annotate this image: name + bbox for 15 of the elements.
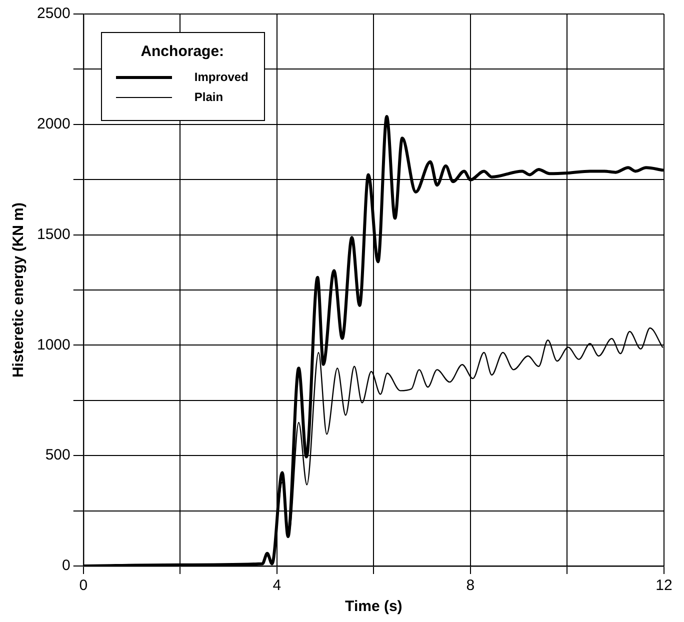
y-tick-label: 1500 (36, 226, 70, 243)
y-axis-title: Histeretic energy (KN m) (10, 202, 28, 378)
x-tick-label: 0 (79, 577, 88, 594)
y-tick-label: 500 (45, 446, 70, 464)
legend-title: Anchorage: (140, 43, 226, 60)
y-tick-label: 2500 (36, 5, 70, 22)
y-tick-label: 2000 (36, 116, 70, 133)
x-tick-label: 4 (272, 577, 282, 594)
legend-label: Improved (194, 70, 248, 84)
y-tick-label: 0 (62, 557, 70, 574)
legend-label: Plain (194, 90, 224, 104)
x-tick-label: 8 (466, 577, 475, 594)
y-tick-label: 1000 (36, 336, 70, 354)
x-axis-title: Time (s) (345, 598, 402, 616)
x-tick-label: 12 (656, 577, 672, 594)
